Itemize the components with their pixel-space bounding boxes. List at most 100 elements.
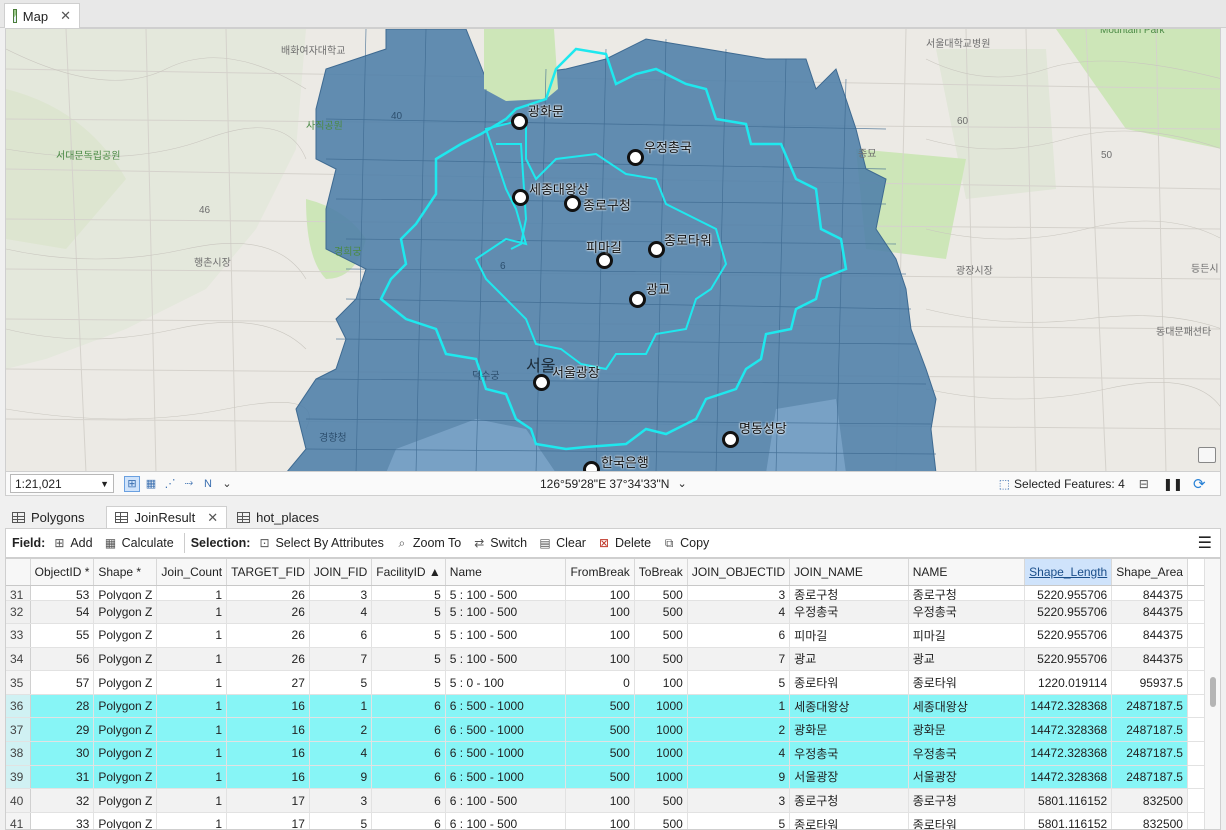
table-row[interactable]: 37 29 Polygon Z 1 16 2 6 6 : 500 - 1000 500 1000 2… — [6, 717, 1220, 743]
table-row[interactable]: 38 30 Polygon Z 1 16 4 6 6 : 500 - 1000 500 1000 4… — [6, 741, 1220, 766]
row-number[interactable]: 31 — [6, 585, 31, 601]
table-cell[interactable]: 500 — [634, 647, 688, 672]
tab-joinresult[interactable]: JoinResult ✕ — [106, 506, 228, 528]
table-cell[interactable]: 5 — [309, 670, 373, 695]
table-cell[interactable]: 53 — [30, 585, 95, 601]
table-cell[interactable]: 26 — [226, 585, 310, 601]
column-header[interactable]: ObjectID * — [30, 559, 95, 586]
table-cell[interactable]: 14472.328368 — [1024, 765, 1113, 790]
table-cell[interactable]: 광화문 — [908, 717, 1026, 743]
row-number[interactable]: 40 — [6, 788, 31, 813]
table-cell[interactable]: 5 — [371, 647, 446, 672]
table-cell[interactable]: 1000 — [634, 717, 688, 743]
table-cell[interactable]: 57 — [30, 670, 95, 695]
close-icon[interactable]: ✕ — [207, 509, 219, 525]
table-cell[interactable]: 26 — [226, 623, 310, 648]
table-cell[interactable]: 6 — [687, 623, 791, 648]
constraints-icon[interactable]: ⋰ — [164, 478, 176, 490]
table-cell[interactable]: 3 — [687, 585, 791, 601]
table-cell[interactable]: 6 — [371, 812, 446, 829]
table-cell[interactable]: 500 — [634, 600, 688, 625]
row-number[interactable]: 34 — [6, 647, 31, 672]
table-cell[interactable]: 16 — [226, 741, 310, 766]
table-cell[interactable]: 종로타워 — [789, 670, 909, 695]
column-header[interactable]: TARGET_FID — [226, 559, 310, 586]
table-cell[interactable]: 1 — [156, 647, 228, 672]
table-cell[interactable]: 피마길 — [789, 623, 909, 648]
point-marker[interactable] — [627, 149, 644, 166]
table-cell[interactable]: 100 — [565, 812, 635, 829]
table-cell[interactable]: 6 — [371, 741, 446, 766]
row-number-header[interactable] — [6, 559, 31, 586]
table-cell[interactable]: 500 — [634, 623, 688, 648]
delete-button[interactable]: ⊠ Delete — [596, 536, 651, 550]
table-row[interactable]: 41 33 Polygon Z 1 17 5 6 6 : 100 - 500 100 500 5 종로… — [6, 812, 1220, 829]
table-cell[interactable]: 종로구청 — [789, 788, 909, 813]
pause-icon[interactable]: ❚❚ — [1162, 476, 1183, 491]
column-header[interactable]: ToBreak — [634, 559, 688, 586]
snapping-icon[interactable]: ⊞ — [124, 475, 140, 492]
zoom-to-button[interactable]: ⌕ Zoom To — [394, 536, 461, 551]
table-cell[interactable]: 1 — [309, 694, 373, 719]
switch-selection-button[interactable]: ⇄ Switch — [471, 536, 527, 550]
table-cell[interactable]: 56 — [30, 647, 95, 672]
point-marker[interactable] — [648, 241, 665, 258]
table-cell[interactable]: 광화문 — [789, 717, 909, 743]
column-header[interactable]: JOIN_NAME — [789, 559, 909, 586]
table-cell[interactable]: Polygon Z — [93, 623, 158, 648]
table-cell[interactable]: 우정총국 — [789, 741, 909, 766]
table-cell[interactable]: 5 — [371, 585, 446, 601]
table-cell[interactable]: 54 — [30, 600, 95, 625]
table-cell[interactable]: 500 — [634, 812, 688, 829]
table-cell[interactable]: 500 — [565, 765, 635, 790]
point-marker[interactable] — [583, 461, 600, 471]
table-cell[interactable]: 26 — [226, 647, 310, 672]
row-number[interactable]: 38 — [6, 741, 31, 766]
table-cell[interactable]: 9 — [309, 765, 373, 790]
table-cell[interactable]: 28 — [30, 694, 95, 719]
table-cell[interactable]: 종로타워 — [789, 812, 909, 829]
row-number[interactable]: 36 — [6, 694, 31, 719]
table-cell[interactable]: 3 — [687, 788, 791, 813]
table-cell[interactable]: 5 : 0 - 100 — [445, 670, 567, 695]
table-cell[interactable]: 0 — [565, 670, 635, 695]
table-cell[interactable]: 5801.116152 — [1024, 812, 1113, 829]
column-header[interactable]: Join_Count — [156, 559, 228, 586]
message-icon[interactable] — [1198, 447, 1216, 463]
calculate-field-button[interactable]: ▦ Calculate — [103, 536, 174, 550]
table-cell[interactable]: Polygon Z — [93, 741, 158, 766]
table-cell[interactable]: 100 — [565, 600, 635, 625]
table-cell[interactable]: 9 — [687, 765, 791, 790]
table-cell[interactable]: 29 — [30, 717, 95, 743]
table-cell[interactable]: 5 — [371, 670, 446, 695]
table-cell[interactable]: 100 — [565, 585, 635, 601]
column-header-selected[interactable]: Shape_Length — [1024, 559, 1113, 586]
selected-features-count[interactable]: Selected Features: 4 — [1014, 476, 1125, 491]
grid-icon[interactable]: ▦ — [145, 478, 157, 490]
table-cell[interactable]: 844375 — [1111, 600, 1188, 625]
table-cell[interactable]: Polygon Z — [93, 647, 158, 672]
table-cell[interactable]: 500 — [565, 741, 635, 766]
table-cell[interactable]: 844375 — [1111, 585, 1188, 601]
table-cell[interactable]: 2487187.5 — [1111, 741, 1188, 766]
table-cell[interactable]: 832500 — [1111, 788, 1188, 813]
add-field-button[interactable]: ⊞ Add — [51, 536, 92, 550]
column-header[interactable]: Shape * — [93, 559, 158, 586]
table-row[interactable]: 32 54 Polygon Z 1 26 4 5 5 : 100 - 500 100 500 4 우정… — [6, 600, 1220, 625]
table-cell[interactable]: 1000 — [634, 694, 688, 719]
table-cell[interactable]: 1220.019114 — [1024, 670, 1113, 695]
column-header[interactable]: FacilityID ▲ — [371, 559, 446, 586]
table-cell[interactable]: 세종대왕상 — [908, 694, 1026, 719]
point-marker[interactable] — [722, 431, 739, 448]
table-cell[interactable]: 1 — [156, 623, 228, 648]
table-cell[interactable]: 1000 — [634, 765, 688, 790]
chevron-down-icon[interactable]: ⌄ — [222, 478, 232, 490]
vertical-scrollbar[interactable] — [1204, 559, 1220, 829]
table-cell[interactable]: 2487187.5 — [1111, 717, 1188, 743]
table-cell[interactable]: 1 — [156, 694, 228, 719]
table-cell[interactable]: 1 — [156, 717, 228, 743]
table-cell[interactable]: 종로타워 — [908, 670, 1026, 695]
close-icon[interactable]: ✕ — [60, 8, 71, 23]
row-number[interactable]: 41 — [6, 812, 31, 829]
table-cell[interactable]: 6 : 500 - 1000 — [445, 741, 567, 766]
